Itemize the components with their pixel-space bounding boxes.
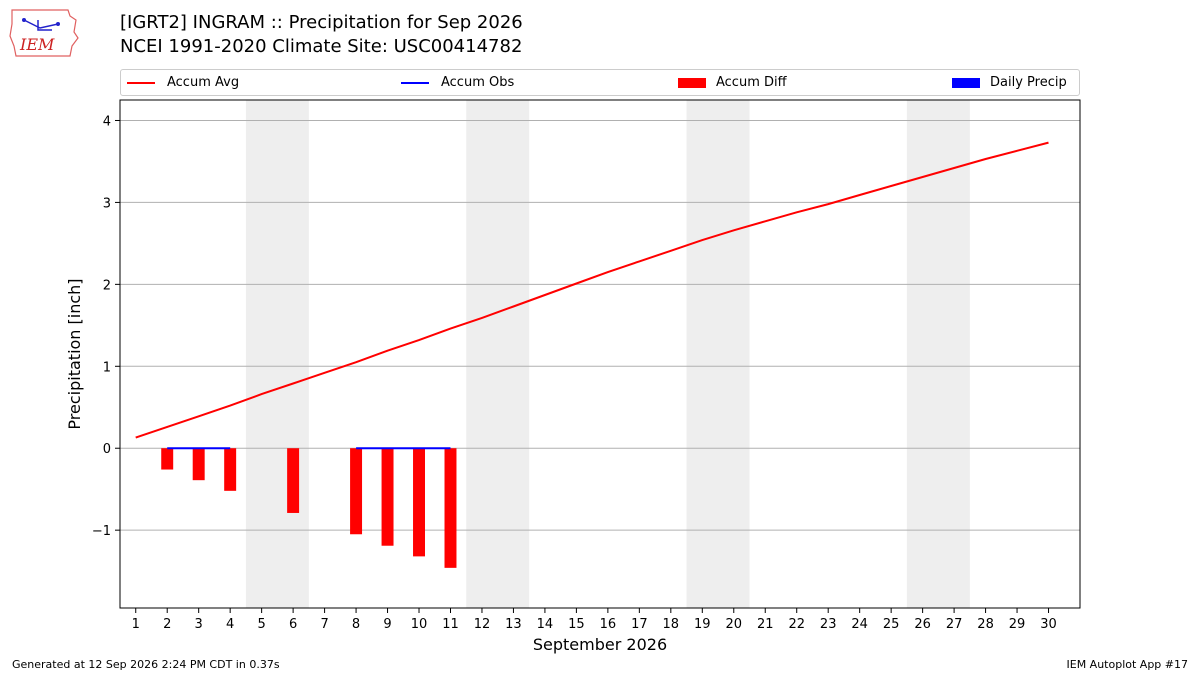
x-tick-label: 28 [977,617,994,632]
iem-logo: IEM [9,9,79,57]
x-tick-label: 3 [195,617,203,632]
legend-item-accum-diff: Accum Diff [678,70,787,95]
x-tick-label: 21 [757,617,774,632]
weekend-band [906,100,970,608]
accum-diff-bar [161,448,174,470]
x-tick-label: 16 [600,617,617,632]
accum-avg-line [135,141,1049,439]
legend-label: Daily Precip [990,75,1067,90]
x-tick-label: 19 [694,617,711,632]
legend-swatch [952,77,980,88]
chart-title: [IGRT2] INGRAM :: Precipitation for Sep … [120,12,523,33]
y-tick-label: 2 [103,278,111,293]
x-tick-label: 30 [1040,617,1057,632]
x-tick-label: 20 [725,617,742,632]
x-tick-label: 23 [820,617,837,632]
accum-diff-bar [350,448,363,535]
x-tick-label: 1 [132,617,140,632]
legend-label: Accum Avg [167,75,240,90]
x-tick-label: 11 [442,617,459,632]
legend-swatch [401,81,429,84]
legend-item-daily-precip: Daily Precip [952,70,1067,95]
chart-subtitle: NCEI 1991-2020 Climate Site: USC00414782 [120,36,523,57]
x-tick-label: 5 [257,617,265,632]
x-tick-label: 22 [788,617,805,632]
y-tick-label: 3 [103,196,111,211]
footer-app: IEM Autoplot App #17 [1066,658,1189,671]
x-tick-label: 18 [663,617,680,632]
accum-diff-bar [381,448,394,546]
y-tick-label: −1 [92,524,111,539]
x-tick-label: 10 [411,617,428,632]
plot-frame [119,99,1081,609]
accum-diff-bar [192,448,205,481]
accum-diff-bar [413,448,425,557]
x-tick-label: 14 [537,617,554,632]
y-axis-label: Precipitation [inch] [65,278,84,429]
x-tick-label: 8 [352,617,360,632]
x-tick-label: 7 [320,617,328,632]
x-tick-label: 4 [226,617,234,632]
weekend-band [245,100,309,608]
accum-diff-bar [224,448,237,491]
x-tick-label: 17 [631,617,648,632]
x-tick-label: 9 [383,617,391,632]
legend-label: Accum Obs [441,75,515,90]
x-tick-label: 15 [568,617,585,632]
accum-diff-bar [444,448,457,568]
legend-swatch [127,81,155,84]
y-tick-label: 0 [103,442,111,457]
accum-diff-bar [287,448,300,513]
legend-label: Accum Diff [716,75,787,90]
x-tick-label: 26 [914,617,931,632]
x-tick-label: 13 [505,617,522,632]
weekend-band [686,100,750,608]
x-tick-label: 12 [474,617,491,632]
x-tick-label: 2 [163,617,171,632]
x-axis-label: September 2026 [533,635,667,654]
legend-item-accum-obs: Accum Obs [401,70,514,95]
footer-generated: Generated at 12 Sep 2026 2:24 PM CDT in … [12,658,280,671]
y-tick-label: 4 [103,114,111,129]
legend-swatch [678,77,706,88]
x-tick-label: 27 [946,617,963,632]
x-tick-label: 25 [883,617,900,632]
x-tick-label: 24 [851,617,868,632]
y-tick-label: 1 [103,360,111,375]
weekend-band [466,100,530,608]
legend-item-accum-avg: Accum Avg [127,70,239,95]
logo-text: IEM [19,35,55,54]
x-tick-label: 6 [289,617,297,632]
legend: Accum Avg Accum Obs Accum Diff Daily Pre… [120,69,1080,96]
x-tick-label: 29 [1009,617,1026,632]
